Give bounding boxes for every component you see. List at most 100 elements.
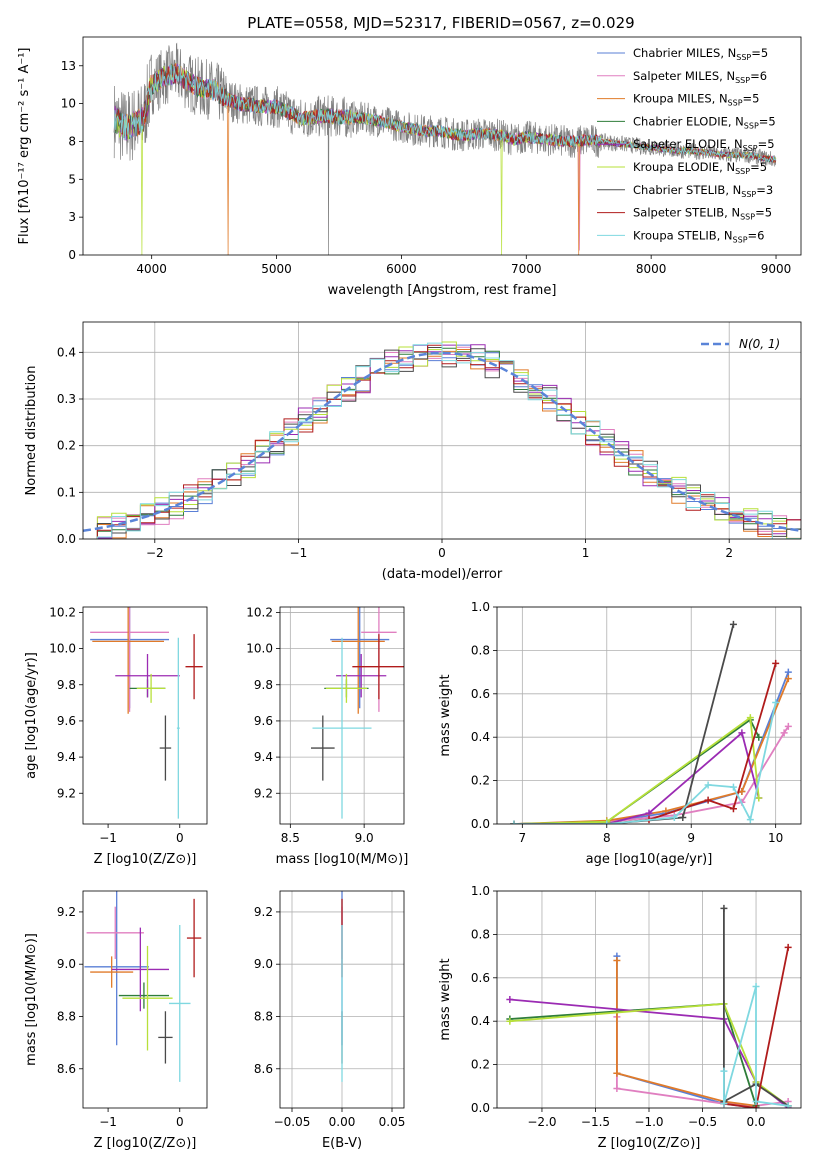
errorbar-kroupa-stelib — [176, 637, 180, 819]
y-axis-label: age [log10(age/yr)] — [24, 652, 39, 779]
weight-marker — [720, 1100, 728, 1108]
weight-line — [513, 731, 760, 824]
y-tick-label: 9.8 — [57, 678, 76, 692]
weight-vs-age-panel: 7 8 9 10 0.0 0.2 0.4 0.6 0.8 1.0 age [log10(age/yr… — [438, 600, 802, 867]
residuals-panel: −2 −1 0 1 2 0.0 0.1 0.2 0.3 0.4 (data-model)/error… — [24, 321, 802, 582]
weight-marker — [613, 956, 621, 964]
weight-marker — [720, 904, 728, 912]
errorbar-kroupa-elodie — [325, 673, 368, 703]
y-tick-label: 10.0 — [246, 642, 273, 656]
y-tick-label: 1.0 — [471, 600, 490, 614]
y-tick-label: 0.8 — [471, 643, 490, 657]
x-tick-label: 2 — [725, 546, 733, 560]
y-tick-label: 0 — [68, 248, 76, 262]
x-axis-label: Z [log10(Z/Z⊙)] — [94, 852, 197, 867]
errorbar-kroupa-elodie — [136, 673, 166, 703]
x-tick-label: 0 — [176, 1115, 184, 1129]
x-tick-label: 0 — [438, 546, 446, 560]
y-tick-label: 8.6 — [57, 1062, 76, 1076]
y-tick-label: 8.8 — [254, 1009, 273, 1023]
weight-line — [513, 624, 735, 824]
x-axis-label: Z [log10(Z/Z⊙)] — [94, 1136, 197, 1151]
y-tick-label: 1.0 — [471, 884, 490, 898]
x-tick-label: 8 — [603, 831, 611, 845]
age-vs-mass-frame — [279, 606, 405, 825]
errorbar-salpeter-miles — [86, 906, 144, 959]
errorbar-kroupa-stelib — [169, 924, 191, 1082]
x-tick-label: 0.00 — [329, 1115, 356, 1129]
y-tick-label: 8.8 — [57, 1009, 76, 1023]
y-tick-label: 9.8 — [254, 678, 273, 692]
y-axis-label: Normed distribution — [24, 366, 39, 496]
x-tick-label: 6000 — [386, 262, 417, 276]
legend-label-kroupa-miles: Kroupa MILES, NSSP=5 — [633, 92, 759, 108]
x-tick-label: 9 — [687, 831, 695, 845]
errorbar-chabrier-miles — [330, 607, 390, 709]
x-tick-label: 0.05 — [379, 1115, 406, 1129]
x-tick-label: −1 — [99, 1115, 117, 1129]
legend-label-kroupa-elodie: Kroupa ELODIE, NSSP=5 — [633, 160, 767, 176]
legend-label-kroupa-stelib: Kroupa STELIB, NSSP=6 — [633, 228, 764, 244]
x-tick-label: 8000 — [636, 262, 667, 276]
x-tick-label: −2.0 — [527, 1115, 556, 1129]
errorbar-kroupa-miles — [92, 607, 164, 714]
weight-marker — [784, 943, 792, 951]
y-tick-label: 9.4 — [254, 750, 273, 764]
y-tick-label: 9.4 — [57, 750, 76, 764]
weight-marker — [784, 722, 792, 730]
x-tick-label: −1.5 — [581, 1115, 610, 1129]
y-tick-label: 0.4 — [471, 730, 490, 744]
residuals-legend: N(0, 1) — [701, 337, 780, 351]
weight-series-chabrier-stelib — [510, 620, 737, 824]
errorbar-chabrier-stelib — [311, 715, 335, 781]
spectrum-frame — [82, 36, 802, 256]
weight-series-kroupa-stelib — [510, 698, 780, 824]
y-tick-label: 0.4 — [471, 1014, 490, 1028]
weight-marker — [729, 620, 737, 628]
x-tick-label: −0.05 — [274, 1115, 311, 1129]
x-tick-label: 7 — [519, 831, 527, 845]
spectrum-panel: 4000 5000 6000 7000 8000 9000 0 3 5 8 10 13 waveleng… — [17, 36, 802, 298]
y-tick-label: 9.0 — [254, 957, 273, 971]
y-tick-label: 5 — [68, 172, 76, 186]
errorbar-chabrier-stelib — [158, 1011, 173, 1064]
y-tick-label: 10.2 — [49, 605, 76, 619]
weight-line — [723, 908, 789, 1107]
x-tick-label: 4000 — [136, 262, 167, 276]
spectrum-plot-area — [113, 42, 777, 255]
x-tick-label: −1.0 — [634, 1115, 663, 1129]
weight-marker — [670, 813, 678, 821]
y-tick-label: 8.6 — [254, 1062, 273, 1076]
errorbar-kroupa-miles — [90, 956, 134, 988]
weight-line — [513, 718, 760, 824]
y-tick-label: 0.1 — [57, 485, 76, 499]
weight-marker — [720, 1067, 728, 1075]
y-tick-label: 3 — [68, 210, 76, 224]
errorbar-salpeter-stelib — [352, 634, 404, 700]
weight-series-chabrier-elodie — [510, 716, 763, 824]
x-axis-label: wavelength [Angstrom, rest frame] — [328, 283, 557, 298]
y-tick-label: 9.2 — [254, 786, 273, 800]
weight-marker — [506, 1017, 514, 1025]
weight-vs-z-plot-area — [506, 904, 792, 1108]
weight-marker — [729, 805, 737, 813]
legend-label-chabrier-elodie: Chabrier ELODIE, NSSP=5 — [633, 114, 776, 130]
y-tick-label: 0.2 — [57, 439, 76, 453]
legend-label-salpeter-stelib: Salpeter STELIB, NSSP=5 — [633, 206, 772, 222]
weight-marker — [613, 1084, 621, 1092]
weight-marker — [613, 1069, 621, 1077]
weight-marker — [772, 659, 780, 667]
mass-vs-z-plot-area — [84, 891, 202, 1082]
weight-line — [513, 663, 777, 824]
weight-marker — [729, 783, 737, 791]
y-tick-label: 0.0 — [57, 532, 76, 546]
model-spectrum-salpeter-stelib — [113, 64, 777, 164]
weight-marker — [746, 714, 754, 722]
y-tick-label: 8 — [68, 134, 76, 148]
weight-marker — [704, 796, 712, 804]
legend-label-chabrier-miles: Chabrier MILES, NSSP=5 — [633, 46, 768, 62]
errorbar-salpeter-stelib — [185, 634, 203, 700]
model-spectrum-kroupa-stelib — [113, 64, 777, 163]
y-tick-label: 0.3 — [57, 392, 76, 406]
y-axis-label: mass [log10(M/M⊙)] — [24, 933, 39, 1066]
